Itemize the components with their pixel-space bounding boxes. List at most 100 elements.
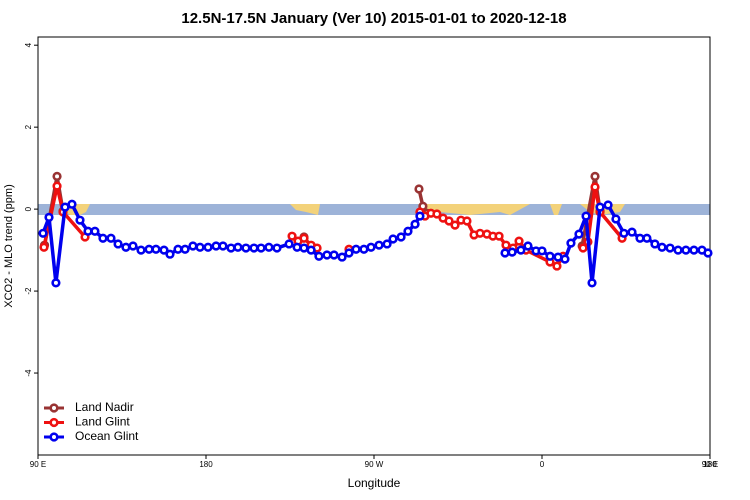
data-point xyxy=(136,245,146,255)
data-point xyxy=(410,219,420,229)
data-point xyxy=(415,211,425,221)
data-point xyxy=(344,248,354,258)
data-point xyxy=(299,233,309,243)
data-point xyxy=(450,220,460,230)
data-point xyxy=(703,248,713,258)
data-point xyxy=(256,243,266,253)
data-point xyxy=(249,243,259,253)
y-tick-label: 2 xyxy=(24,124,33,129)
data-point xyxy=(388,234,398,244)
data-point xyxy=(188,241,198,251)
data-point xyxy=(689,245,699,255)
data-point xyxy=(578,243,588,253)
data-point xyxy=(226,243,236,253)
data-point xyxy=(233,242,243,252)
data-point xyxy=(574,229,584,239)
x-tick-label: 90 E xyxy=(702,460,718,469)
data-point xyxy=(165,249,175,259)
data-point xyxy=(595,202,605,212)
land-ocean-band xyxy=(38,204,710,215)
data-point xyxy=(329,250,339,260)
x-tick-label: 180 xyxy=(199,460,213,469)
legend-marker xyxy=(49,417,59,428)
data-point xyxy=(507,247,517,257)
legend-marker xyxy=(49,403,59,413)
data-point xyxy=(581,211,591,221)
data-point xyxy=(590,171,600,181)
data-point xyxy=(619,228,629,238)
data-point xyxy=(590,182,600,192)
data-point xyxy=(665,243,675,253)
legend-label: Ocean Glint xyxy=(75,429,139,443)
land-patch xyxy=(550,204,562,215)
data-point xyxy=(351,244,361,254)
data-point xyxy=(159,245,169,255)
data-point xyxy=(292,242,302,252)
x-tick-label: 90 W xyxy=(365,460,384,469)
data-point xyxy=(52,171,62,181)
data-point xyxy=(566,238,576,248)
data-point xyxy=(306,245,316,255)
land-patch xyxy=(418,204,530,215)
data-point xyxy=(516,245,526,255)
data-point xyxy=(650,239,660,249)
chart-title: 12.5N-17.5N January (Ver 10) 2015-01-01 … xyxy=(181,10,566,27)
x-tick-label: 0 xyxy=(540,460,545,469)
data-point xyxy=(603,200,613,210)
data-point xyxy=(432,209,442,219)
x-tick-label: 90 E xyxy=(30,460,46,469)
data-point xyxy=(287,231,297,241)
data-point xyxy=(374,240,384,250)
data-point xyxy=(75,215,85,225)
data-point xyxy=(314,251,324,261)
data-point xyxy=(552,261,562,271)
data-point xyxy=(264,242,274,252)
data-point xyxy=(322,250,332,260)
data-point xyxy=(241,243,251,253)
data-point xyxy=(366,242,376,252)
data-point xyxy=(523,241,533,251)
ocean-band xyxy=(38,204,710,215)
data-point xyxy=(195,242,205,252)
y-axis-label: XCO2 - MLO trend (ppm) xyxy=(3,184,15,307)
data-point xyxy=(151,244,161,254)
data-point xyxy=(673,245,683,255)
x-tick-label: 180 xyxy=(703,460,717,469)
y-tick-label: 0 xyxy=(24,206,33,211)
data-point xyxy=(203,242,213,252)
y-tick-label: -2 xyxy=(24,287,33,295)
data-point xyxy=(501,240,511,250)
data-point xyxy=(106,233,116,243)
land-patch xyxy=(290,204,320,215)
legend-marker xyxy=(49,432,59,442)
data-point xyxy=(403,226,413,236)
data-point xyxy=(462,216,472,226)
data-point xyxy=(444,216,454,226)
data-point xyxy=(60,202,70,212)
data-point xyxy=(396,232,406,242)
data-point xyxy=(38,228,48,238)
legend-label: Land Nadir xyxy=(75,400,134,414)
data-point xyxy=(545,251,555,261)
y-tick-label: 4 xyxy=(24,42,33,47)
data-point xyxy=(553,252,563,262)
data-point xyxy=(284,239,294,249)
data-point xyxy=(51,278,61,288)
data-point xyxy=(359,244,369,254)
data-point xyxy=(128,241,138,251)
data-point xyxy=(611,214,621,224)
data-point xyxy=(218,241,228,251)
data-point xyxy=(113,239,123,249)
data-point xyxy=(475,228,485,238)
data-point xyxy=(121,242,131,252)
data-point xyxy=(337,252,347,262)
data-point xyxy=(560,254,570,264)
data-point xyxy=(90,226,100,236)
data-point xyxy=(627,227,637,237)
legend-label: Land Glint xyxy=(75,415,130,429)
data-point xyxy=(382,239,392,249)
data-point xyxy=(180,244,190,254)
data-point xyxy=(173,244,183,254)
